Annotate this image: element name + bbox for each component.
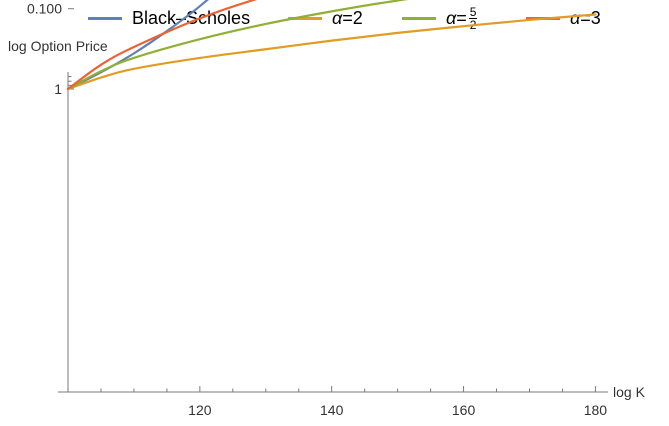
legend-label-black-scholes: Black–Scholes [132, 8, 251, 28]
chart-legend: Black–Scholes α=2 α= 5 2 α=3 [0, 0, 669, 40]
legend-label-alpha-3: α=3 [570, 8, 601, 28]
x-axis-label: log K [613, 384, 645, 400]
x-tick-label: 120 [188, 402, 212, 418]
legend-item-alpha-2: α=2 [288, 6, 363, 30]
legend-item-black-scholes: Black–Scholes [88, 6, 250, 30]
alpha-symbol: α [446, 8, 457, 28]
x-tick-label: 180 [584, 402, 608, 418]
fraction-numerator: 5 [468, 4, 478, 19]
series-line-alpha-3 [66, 0, 258, 91]
legend-label-alpha-2: α=2 [332, 8, 363, 28]
x-tick-label: 140 [320, 402, 344, 418]
alpha-symbol: α [570, 8, 581, 28]
series-line-black-scholes [66, 0, 209, 91]
series-line-alpha-5-2 [66, 0, 409, 91]
legend-swatch-alpha-2 [288, 16, 322, 20]
x-tick-label: 160 [452, 402, 476, 418]
alpha-symbol: α [332, 8, 343, 28]
y-tick-label: 1 [54, 81, 62, 97]
series-line-alpha-2 [66, 13, 597, 91]
y-tick-label: 0.100 [27, 1, 62, 17]
y-axis-label: log Option Price [8, 38, 108, 54]
legend-label-alpha-5-2: α= [446, 8, 467, 28]
legend-swatch-black-scholes [88, 16, 122, 20]
legend-swatch-alpha-5-2 [402, 16, 436, 20]
